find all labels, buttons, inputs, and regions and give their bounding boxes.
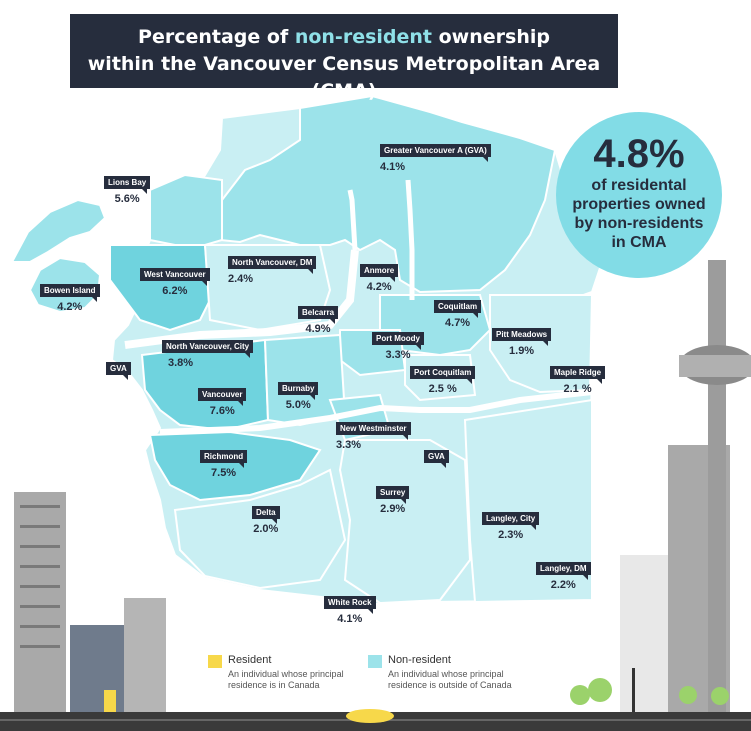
label-white-rock: White Rock 4.1% [324,590,376,625]
label-maple-ridge: Maple Ridge 2.1 % [550,360,606,395]
label-pitt-meadows: Pitt Meadows 1.9% [492,322,552,357]
label-port-moody: Port Moody 3.3% [372,326,424,361]
building-left-tall [14,492,66,712]
tower-pod-band [679,355,751,377]
legend-resident-desc: An individual whose principal residence … [228,669,344,690]
legend-nonresident-label: Non-resident [388,654,451,666]
tree-4 [711,687,729,705]
label-coquitlam: Coquitlam 4.7% [434,294,482,329]
building-mid [124,598,166,712]
label-north-vancouver-dm: North Vancouver, DM 2.4% [228,250,317,285]
label-anmore: Anmore 4.2% [360,258,399,293]
label-north-vancouver-city: North Vancouver, City 3.8% [162,334,254,369]
label-richmond: Richmond 7.5% [200,444,248,479]
burrard-inlet [124,249,359,349]
legend-nonresident-swatch [368,655,382,668]
label-langley-city: Langley, City 2.3% [482,506,540,541]
label-vancouver: Vancouver 7.6% [198,382,247,417]
label-burnaby: Burnaby 5.0% [278,376,319,411]
delta-region [173,468,347,590]
legend-resident: Resident An individual whose principal r… [208,654,368,694]
fraser-river [159,389,593,435]
building-left-tall-windows [20,505,60,648]
street-lamp [632,668,635,712]
house-door [104,690,116,712]
legend-resident-label: Resident [228,654,272,666]
langley-region [463,398,593,604]
title-line-1: Percentage of non-resident ownership [138,26,550,48]
summary-circle: 4.8% of residental properties owned by n… [556,112,722,278]
legend-resident-swatch [208,655,222,668]
richmond-region [148,430,322,502]
label-surrey: Surrey 2.9% [376,480,410,515]
lions-bay-region [149,173,223,246]
tower-shaft [708,260,726,712]
small-island-shape [10,198,107,263]
label-lions-bay: Lions Bay 5.6% [104,170,151,205]
summary-text: of residental properties owned by non-re… [572,177,706,251]
tree-3 [679,686,697,704]
label-gva-east: GVA [424,444,449,468]
indian-arm [347,189,358,251]
title-line-2: within the Vancouver Census Metropolitan… [87,53,601,102]
title-highlight: non-resident [294,26,432,48]
yellow-car [346,709,394,723]
tree-1 [570,685,590,705]
label-greater-vancouver-a: Greater Vancouver A (GVA) 4.1% [380,138,491,173]
legend-nonresident-desc: An individual whose principal residence … [388,669,512,690]
label-gva-west: GVA [106,356,131,380]
label-bowen-island: Bowen Island 4.2% [40,278,100,313]
label-port-coquitlam: Port Coquitlam 2.5 % [410,360,476,395]
summary-value: 4.8% [593,132,685,176]
label-delta: Delta 2.0% [252,506,280,535]
legend-nonresident: Non-resident An individual whose princip… [368,654,548,694]
label-langley-dm: Langley, DM 2.2% [536,556,591,591]
tree-2 [588,678,612,702]
surrey-region [338,439,472,605]
building-house [70,625,126,713]
label-west-vancouver: West Vancouver 6.2% [140,262,210,297]
map-title: Percentage of non-resident ownership wit… [70,14,618,102]
label-new-westminster: New Westminster 3.3% [336,416,411,451]
pitt-river [405,179,415,300]
label-belcarra: Belcarra 4.9% [298,300,339,335]
